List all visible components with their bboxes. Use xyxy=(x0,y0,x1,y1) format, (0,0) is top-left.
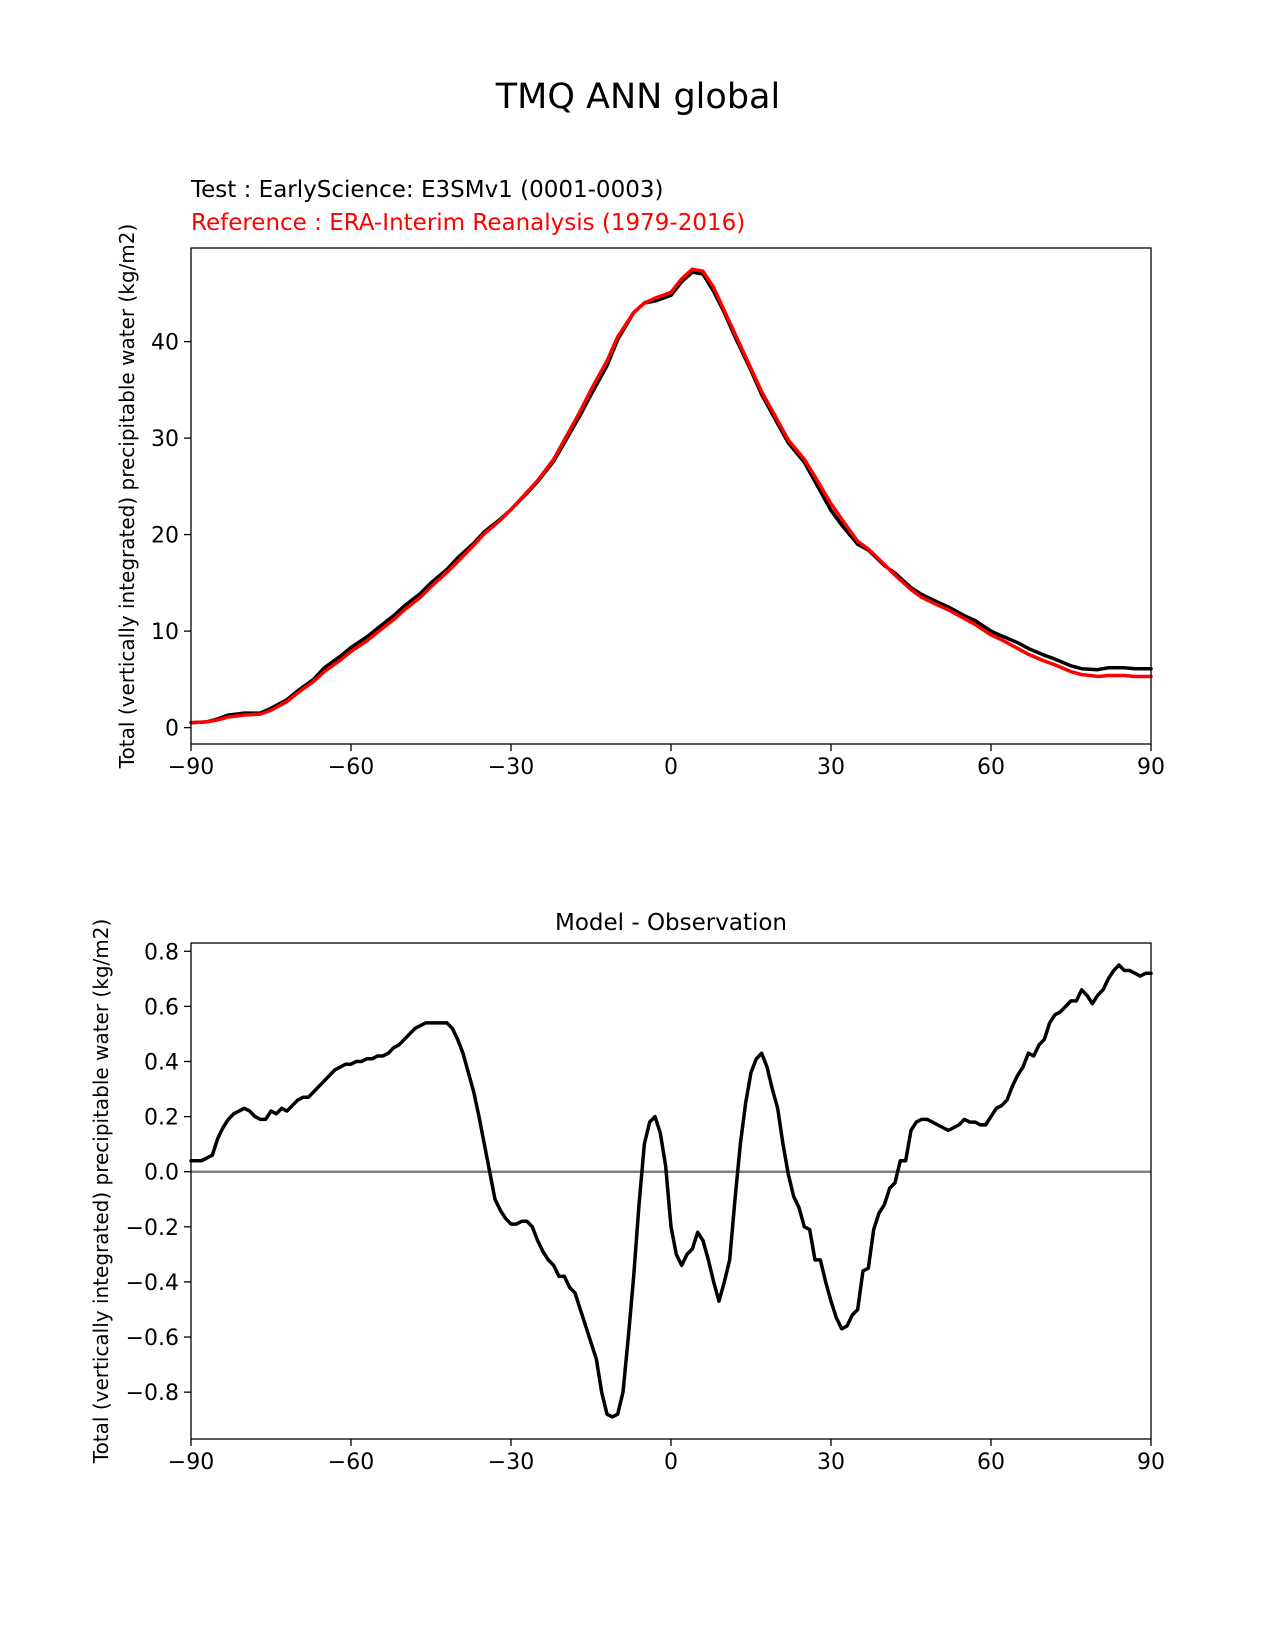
bottom-x-tick-label: 0 xyxy=(664,1450,678,1475)
top-plot-frame xyxy=(190,247,1152,745)
bottom-chart-title: Model - Observation xyxy=(555,910,787,936)
top-series-lines xyxy=(189,267,1153,725)
top-series-test-line xyxy=(189,270,1153,725)
bottom-y-tick-label: −0.2 xyxy=(126,1216,179,1241)
bottom-plot-frame xyxy=(190,942,1152,1440)
top-x-tick-label: 90 xyxy=(1137,755,1165,780)
top-x-tick-label: 30 xyxy=(817,755,845,780)
top-x-tick-label: −30 xyxy=(488,755,534,780)
bottom-x-tick-label: −90 xyxy=(168,1450,214,1475)
bottom-y-tick-label: 0.0 xyxy=(144,1161,179,1186)
top-y-tick-label: 10 xyxy=(151,620,179,645)
bottom-y-tick-label: 0.4 xyxy=(144,1050,179,1075)
bottom-y-tick-label: −0.8 xyxy=(126,1381,179,1406)
bottom-y-tick-label: −0.4 xyxy=(126,1271,179,1296)
bottom-y-tick-label: 0.6 xyxy=(144,995,179,1020)
top-x-tick-label: −60 xyxy=(328,755,374,780)
top-x-tick-label: −90 xyxy=(168,755,214,780)
bottom-y-tick-label: 0.2 xyxy=(144,1106,179,1131)
reference-dataset-label: Reference : ERA-Interim Reanalysis (1979… xyxy=(191,210,745,236)
bottom-chart-panel: Model - Observation Total (vertically in… xyxy=(89,910,1165,1475)
bottom-y-axis-label: Total (vertically integrated) precipitab… xyxy=(89,919,113,1465)
top-x-tick-label: 60 xyxy=(977,755,1005,780)
top-y-tick-label: 40 xyxy=(151,331,179,356)
top-y-tick-label: 20 xyxy=(151,524,179,549)
bottom-x-tick-label: −30 xyxy=(488,1450,534,1475)
top-y-axis-label: Total (vertically integrated) precipitab… xyxy=(115,224,139,770)
bottom-x-tick-label: 90 xyxy=(1137,1450,1165,1475)
bottom-series-lines xyxy=(189,963,1153,1419)
top-series-reference-line xyxy=(189,267,1153,725)
top-y-tick-label: 0 xyxy=(165,717,179,742)
top-y-tick-label: 30 xyxy=(151,427,179,452)
top-chart-panel: Test : EarlyScience: E3SMv1 (0001-0003) … xyxy=(115,177,1165,780)
bottom-series-model-observation-line xyxy=(189,963,1153,1419)
bottom-x-tick-label: 60 xyxy=(977,1450,1005,1475)
test-dataset-label: Test : EarlyScience: E3SMv1 (0001-0003) xyxy=(190,177,663,203)
figure-title: TMQ ANN global xyxy=(495,77,780,117)
bottom-y-tick-label: −0.6 xyxy=(126,1326,179,1351)
bottom-x-tick-label: −60 xyxy=(328,1450,374,1475)
top-x-tick-label: 0 xyxy=(664,755,678,780)
bottom-axis-ticks: −90 −60 −30 0 30 60 90 −0.8 −0.6 −0.4 −0.2 0.0 0.2 0.… xyxy=(126,940,1165,1475)
top-axis-ticks: −90 −60 −30 0 30 60 90 0 10 20 30 40 xyxy=(151,331,1165,780)
bottom-y-tick-label: 0.8 xyxy=(144,940,179,965)
bottom-x-tick-label: 30 xyxy=(817,1450,845,1475)
